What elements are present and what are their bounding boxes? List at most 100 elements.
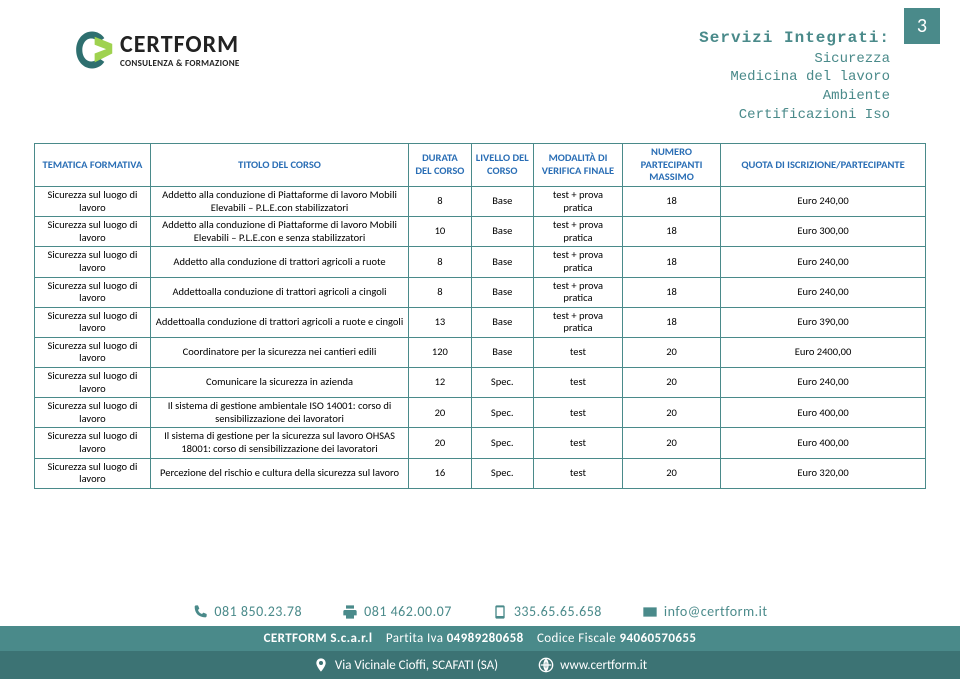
table-cell: Euro 400,00 xyxy=(721,428,926,458)
table-cell: Spec. xyxy=(471,428,533,458)
table-cell: Sicurezza sul luogo di lavoro xyxy=(35,368,151,398)
page-header: CERTFORM CONSULENZA & FORMAZIONE Servizi… xyxy=(0,0,960,135)
table-row: Sicurezza sul luogo di lavoroIl sistema … xyxy=(35,428,926,458)
table-cell: Sicurezza sul luogo di lavoro xyxy=(35,337,151,367)
footer-address-bar: Via Vicinale Cioffi, SCAFATI (SA) www.ce… xyxy=(0,651,960,679)
mail-icon xyxy=(642,604,658,620)
table-cell: Coordinatore per la sicurezza nei cantie… xyxy=(150,337,408,367)
table-cell: 18 xyxy=(623,247,721,277)
table-row: Sicurezza sul luogo di lavoroComunicare … xyxy=(35,368,926,398)
logo-text: CERTFORM CONSULENZA & FORMAZIONE xyxy=(120,33,240,68)
col-titolo: TITOLO DEL CORSO xyxy=(150,144,408,187)
table-row: Sicurezza sul luogo di lavoroAddetto all… xyxy=(35,217,926,247)
contact-value: 081 850.23.78 xyxy=(214,603,302,620)
table-cell: Addetto alla conduzione di trattori agri… xyxy=(150,247,408,277)
page-footer: 081 850.23.78 081 462.00.07 335.65.65.65… xyxy=(0,599,960,679)
page-number-badge: 3 xyxy=(904,8,940,44)
table-cell: Spec. xyxy=(471,458,533,488)
table-cell: Base xyxy=(471,217,533,247)
table-cell: 20 xyxy=(623,458,721,488)
table-cell: 13 xyxy=(409,307,471,337)
address-text: Via Vicinale Cioffi, SCAFATI (SA) xyxy=(335,658,498,673)
table-cell: test + prova pratica xyxy=(533,217,622,247)
contact-mobile: 335.65.65.658 xyxy=(492,603,602,620)
table-row: Sicurezza sul luogo di lavoroAddettoalla… xyxy=(35,307,926,337)
table-head: TEMATICA FORMATIVA TITOLO DEL CORSO DURA… xyxy=(35,144,926,187)
logo-brand: CERTFORM xyxy=(120,33,240,57)
table-cell: Percezione del rischio e cultura della s… xyxy=(150,458,408,488)
table-cell: Addettoalla conduzione di trattori agric… xyxy=(150,277,408,307)
table-cell: Euro 300,00 xyxy=(721,217,926,247)
table-row: Sicurezza sul luogo di lavoroPercezione … xyxy=(35,458,926,488)
table-cell: 16 xyxy=(409,458,471,488)
table-cell: test xyxy=(533,398,622,428)
table-cell: 20 xyxy=(623,337,721,367)
table-row: Sicurezza sul luogo di lavoroIl sistema … xyxy=(35,398,926,428)
table-cell: 8 xyxy=(409,247,471,277)
services-line: Medicina del lavoro xyxy=(699,68,890,87)
table-cell: 8 xyxy=(409,277,471,307)
table-cell: Comunicare la sicurezza in azienda xyxy=(150,368,408,398)
mobile-icon xyxy=(492,604,508,620)
table-cell: Il sistema di gestione ambientale ISO 14… xyxy=(150,398,408,428)
services-line: Certificazioni Iso xyxy=(699,106,890,125)
footer-address: Via Vicinale Cioffi, SCAFATI (SA) xyxy=(313,657,498,673)
services-line: Sicurezza xyxy=(699,50,890,69)
table-cell: Euro 390,00 xyxy=(721,307,926,337)
table-cell: Euro 240,00 xyxy=(721,186,926,216)
table-cell: 18 xyxy=(623,217,721,247)
table-cell: Sicurezza sul luogo di lavoro xyxy=(35,398,151,428)
table-cell: Base xyxy=(471,186,533,216)
col-durata: DURATA DEL CORSO xyxy=(409,144,471,187)
piva-value: 04989280658 xyxy=(447,631,524,646)
table-cell: 12 xyxy=(409,368,471,398)
col-quota: QUOTA DI ISCRIZIONE/PARTECIPANTE xyxy=(721,144,926,187)
table-cell: 10 xyxy=(409,217,471,247)
table-cell: Il sistema di gestione per la sicurezza … xyxy=(150,428,408,458)
logo-subtitle: CONSULENZA & FORMAZIONE xyxy=(120,59,240,68)
table-cell: 120 xyxy=(409,337,471,367)
table-header-row: TEMATICA FORMATIVA TITOLO DEL CORSO DURA… xyxy=(35,144,926,187)
web-text: www.certform.it xyxy=(560,658,647,673)
footer-contacts: 081 850.23.78 081 462.00.07 335.65.65.65… xyxy=(0,599,960,626)
contact-phone: 081 850.23.78 xyxy=(192,603,302,620)
logo-block: CERTFORM CONSULENZA & FORMAZIONE xyxy=(70,28,240,72)
footer-company-bar: CERTFORM S.c.a.r.l Partita Iva 049892806… xyxy=(0,626,960,651)
table-cell: Sicurezza sul luogo di lavoro xyxy=(35,217,151,247)
table-cell: Euro 320,00 xyxy=(721,458,926,488)
table-cell: test xyxy=(533,428,622,458)
col-livello: LIVELLO DEL CORSO xyxy=(471,144,533,187)
services-title: Servizi Integrati: xyxy=(699,28,890,50)
table-cell: Sicurezza sul luogo di lavoro xyxy=(35,458,151,488)
col-tematica: TEMATICA FORMATIVA xyxy=(35,144,151,187)
table-body: Sicurezza sul luogo di lavoroAddetto all… xyxy=(35,186,926,488)
table-row: Sicurezza sul luogo di lavoroAddetto all… xyxy=(35,186,926,216)
table-cell: Base xyxy=(471,277,533,307)
globe-icon xyxy=(538,657,554,673)
col-numero: NUMERO PARTECIPANTI MASSIMO xyxy=(623,144,721,187)
table-cell: test xyxy=(533,368,622,398)
table-cell: Sicurezza sul luogo di lavoro xyxy=(35,428,151,458)
table-cell: Addetto alla conduzione di Piattaforme d… xyxy=(150,186,408,216)
table-cell: Euro 400,00 xyxy=(721,398,926,428)
col-modalita: MODALITÀ DI VERIFICA FINALE xyxy=(533,144,622,187)
contact-value: 335.65.65.658 xyxy=(514,603,602,620)
cf-label: Codice Fiscale xyxy=(537,631,616,646)
services-line: Ambiente xyxy=(699,87,890,106)
table-cell: test xyxy=(533,337,622,367)
table-row: Sicurezza sul luogo di lavoroAddettoalla… xyxy=(35,277,926,307)
contact-value: info@certform.it xyxy=(664,603,768,620)
table-cell: Base xyxy=(471,307,533,337)
table-cell: 18 xyxy=(623,186,721,216)
footer-web: www.certform.it xyxy=(538,657,647,673)
table-cell: test xyxy=(533,458,622,488)
phone-icon xyxy=(192,604,208,620)
table-cell: Sicurezza sul luogo di lavoro xyxy=(35,186,151,216)
table-row: Sicurezza sul luogo di lavoroAddetto all… xyxy=(35,247,926,277)
table-cell: Spec. xyxy=(471,398,533,428)
table-cell: 20 xyxy=(623,428,721,458)
company-name: CERTFORM S.c.a.r.l xyxy=(264,631,373,646)
contact-fax: 081 462.00.07 xyxy=(342,603,452,620)
pin-icon xyxy=(313,657,329,673)
course-table: TEMATICA FORMATIVA TITOLO DEL CORSO DURA… xyxy=(34,143,926,489)
